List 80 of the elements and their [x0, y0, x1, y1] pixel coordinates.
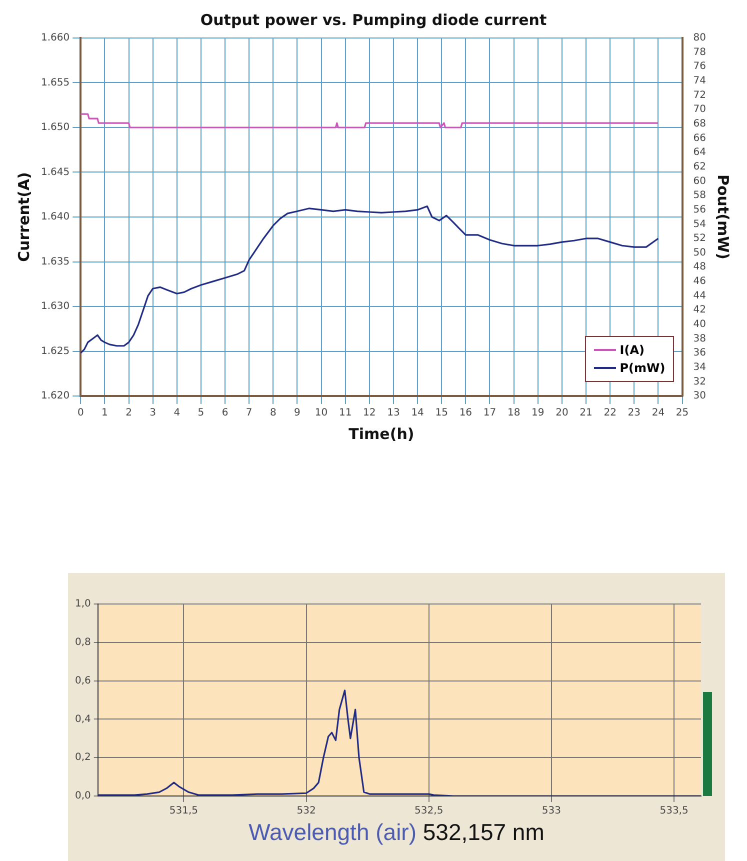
y2-tick-label: 78 — [693, 46, 706, 58]
y2-tick-label: 76 — [693, 61, 706, 72]
y-tick-label: 1.655 — [40, 77, 70, 88]
y-tick-label: 1.630 — [40, 301, 70, 312]
x-tick-label: 25 — [676, 408, 689, 419]
x-tick-label: 1 — [102, 408, 108, 419]
x-tick-label: 20 — [556, 408, 568, 419]
y-tick-label: 0,0 — [74, 790, 91, 802]
y-tick-label: 0,8 — [74, 636, 91, 648]
x-tick-label: 17 — [483, 408, 496, 419]
text: 532,157 nm — [422, 819, 544, 845]
y2-tick-label: 40 — [693, 318, 706, 330]
x-tick-label: 8 — [270, 408, 276, 419]
y-tick-label: 1.660 — [40, 32, 70, 44]
legend-label: I(A) — [620, 342, 644, 359]
x-tick-label: 533 — [542, 806, 561, 817]
y2-tick-label: 66 — [693, 132, 706, 144]
y2-tick-label: 54 — [693, 218, 706, 230]
x-tick-label: 4 — [174, 408, 180, 419]
y2-tick-label: 48 — [693, 262, 706, 273]
x-tick-label: 24 — [652, 408, 665, 419]
y-axis-title: Current(A) — [14, 172, 33, 262]
y-tick-label: 1.620 — [40, 390, 70, 402]
y2-tick-label: 72 — [693, 90, 706, 101]
y2-tick-label: 80 — [693, 32, 706, 44]
y2-tick-label: 38 — [693, 333, 706, 344]
y2-tick-label: 60 — [693, 176, 706, 187]
x-tick-label: 533,5 — [660, 806, 688, 817]
legend-label: P(mW) — [620, 360, 666, 377]
x-tick-label: 12 — [363, 408, 376, 419]
y2-tick-label: 70 — [693, 104, 706, 116]
x-tick-label: 15 — [435, 408, 448, 419]
x-tick-label: 18 — [507, 408, 520, 419]
y-tick-label: 0,6 — [74, 675, 91, 686]
x-tick-label: 7 — [246, 408, 252, 419]
x-tick-label: 532 — [296, 806, 316, 817]
x-axis-title: Wavelength (air) — [248, 819, 416, 845]
y-tick-label: 1.640 — [40, 212, 70, 223]
y2-tick-label: 46 — [693, 276, 706, 288]
y-tick-label: 1.635 — [40, 256, 70, 268]
y-tick-label: 1.645 — [40, 166, 70, 178]
x-tick-label: 19 — [532, 408, 544, 419]
x-tick-label: 6 — [222, 408, 228, 419]
x-tick-label: 3 — [150, 408, 156, 419]
x-tick-label: 531,5 — [169, 806, 198, 817]
x-tick-label: 21 — [580, 408, 592, 419]
x-tick-label: 22 — [604, 408, 616, 419]
x-tick-label: 14 — [411, 408, 424, 419]
x-tick-label: 532,5 — [414, 806, 444, 817]
y-tick-label: 1.650 — [40, 122, 70, 134]
y2-tick-label: 42 — [693, 304, 706, 316]
x-tick-label: 2 — [126, 408, 132, 419]
y2-tick-label: 74 — [693, 76, 706, 87]
x-tick-label: 10 — [314, 408, 328, 419]
x-tick-label: 23 — [628, 408, 641, 419]
x-tick-label: 5 — [198, 408, 204, 419]
y2-tick-label: 36 — [693, 348, 706, 359]
y2-tick-label: 62 — [693, 161, 706, 172]
y-tick-label: 0,4 — [74, 714, 91, 725]
y2-tick-label: 58 — [693, 190, 706, 202]
y2-tick-label: 64 — [693, 147, 706, 158]
y2-tick-label: 50 — [693, 247, 706, 258]
y2-tick-label: 44 — [693, 290, 706, 302]
y-tick-label: 0,2 — [74, 752, 91, 764]
x-tick-label: 11 — [338, 408, 352, 419]
x-tick-label: 0 — [77, 408, 84, 419]
x-axis-title: Time(h) — [348, 424, 414, 443]
x-tick-label: 16 — [459, 408, 472, 419]
y-tick-label: 1,0 — [74, 598, 91, 610]
x-tick-label: 13 — [387, 408, 400, 419]
y2-tick-label: 34 — [693, 362, 706, 373]
y2-axis-title: Pout(mW) — [714, 174, 732, 260]
chart-title: Output power vs. Pumping diode current — [200, 10, 547, 29]
y-tick-label: 1.625 — [40, 346, 70, 357]
y2-tick-label: 30 — [693, 390, 706, 402]
x-tick-label: 9 — [294, 408, 300, 419]
y2-tick-label: 52 — [693, 233, 706, 244]
y2-tick-label: 68 — [693, 118, 706, 130]
y2-tick-label: 56 — [693, 204, 706, 216]
y2-tick-label: 32 — [693, 376, 706, 388]
